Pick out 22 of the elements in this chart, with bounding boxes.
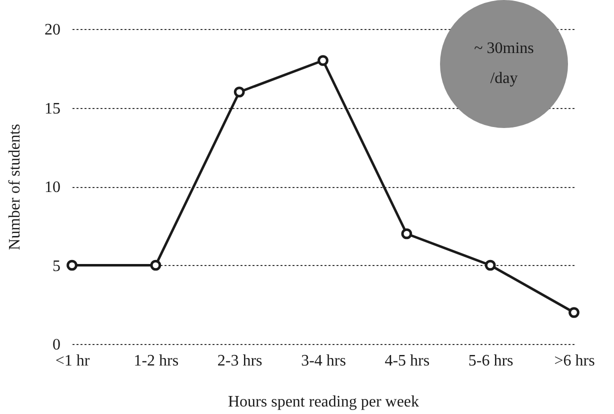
y-tick-label: 0 — [52, 336, 60, 354]
y-tick-label: 15 — [44, 100, 60, 118]
x-tick-label: 4-5 hrs — [384, 352, 430, 370]
point — [150, 260, 162, 271]
x-tick-label: 3-4 hrs — [301, 352, 346, 370]
point — [318, 55, 328, 66]
x-tick-label: 1-2 hrs — [134, 352, 179, 370]
y-tick-label: 5 — [52, 258, 60, 275]
x-tick-label: <1 hr — [55, 352, 90, 370]
x-axis-title: Hours spent reading per week — [228, 394, 420, 410]
y-axis-title: Number of students — [6, 124, 24, 250]
point — [401, 228, 412, 240]
y-tick-label: 20 — [44, 22, 60, 38]
point — [484, 260, 496, 271]
point — [234, 86, 245, 98]
x-tick-label: 5-6 hrs — [468, 352, 514, 370]
point — [66, 260, 78, 271]
x-tick-label: 2-3 hrs — [217, 352, 262, 370]
x-tick-label: >6 hrs — [554, 352, 595, 370]
annotation: ~ 30mins /day — [473, 39, 535, 89]
point — [568, 307, 580, 318]
y-tick-label: 10 — [44, 179, 60, 196]
